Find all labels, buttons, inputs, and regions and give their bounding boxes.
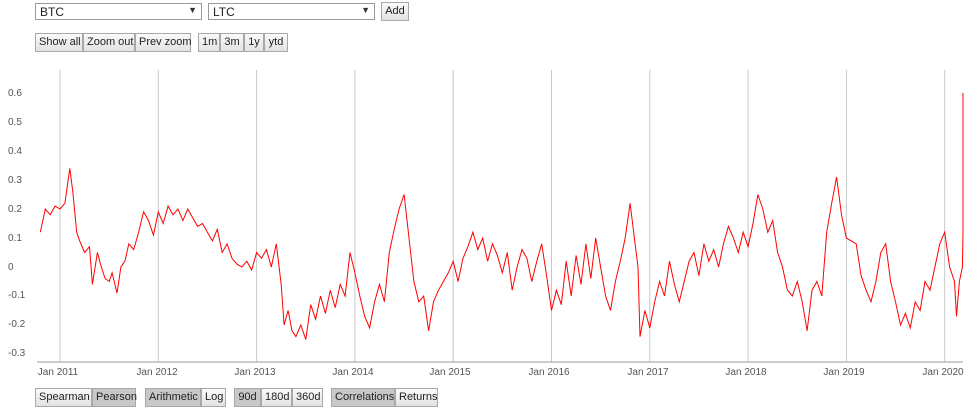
- y-tick-label: 0: [8, 262, 36, 273]
- spearman-button[interactable]: Spearman: [35, 388, 92, 407]
- x-tick-label: Jan 2012: [136, 367, 177, 378]
- pearson-button[interactable]: Pearson: [92, 388, 136, 407]
- window-360d-button[interactable]: 360d: [292, 388, 323, 407]
- log-button[interactable]: Log: [201, 388, 226, 407]
- arithmetic-button[interactable]: Arithmetic: [145, 388, 201, 407]
- x-tick-label: Jan 2018: [725, 367, 766, 378]
- chart-grid: [60, 70, 945, 362]
- x-tick-label: Jan 2017: [627, 367, 668, 378]
- y-tick-label: -0.2: [8, 319, 36, 330]
- x-tick-label: Jan 2016: [528, 367, 569, 378]
- x-tick-label: Jan 2014: [332, 367, 373, 378]
- returns-button[interactable]: Returns: [395, 388, 438, 407]
- x-tick-label: Jan 2013: [234, 367, 275, 378]
- y-tick-label: 0.2: [8, 204, 36, 215]
- window-90d-button[interactable]: 90d: [234, 388, 261, 407]
- y-tick-label: 0.6: [8, 88, 36, 99]
- y-tick-label: 0.4: [8, 146, 36, 157]
- x-tick-label: Jan 2019: [823, 367, 864, 378]
- y-tick-label: -0.1: [8, 290, 36, 301]
- correlations-button[interactable]: Correlations: [331, 388, 395, 407]
- y-tick-label: -0.3: [8, 348, 36, 359]
- x-tick-label: Jan 2015: [429, 367, 470, 378]
- y-tick-label: 0.1: [8, 233, 36, 244]
- y-tick-label: 0.3: [8, 175, 36, 186]
- x-tick-label: Jan 2011: [38, 367, 78, 378]
- y-tick-label: 0.5: [8, 117, 36, 128]
- window-180d-button[interactable]: 180d: [261, 388, 292, 407]
- series-line-btc-ltc: [40, 93, 963, 340]
- x-tick-label: Jan 2020: [922, 367, 963, 378]
